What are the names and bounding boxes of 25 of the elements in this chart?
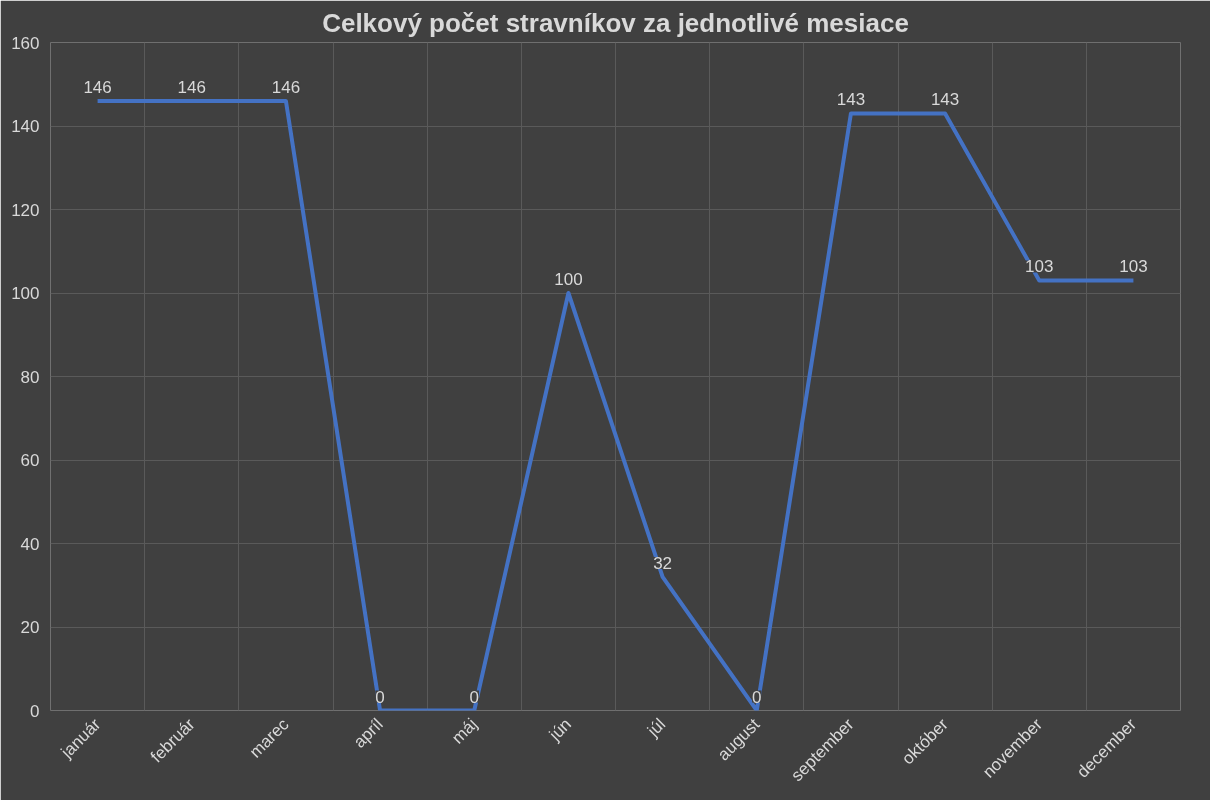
y-tick-label: 120 <box>11 200 40 220</box>
data-label: 146 <box>177 77 206 97</box>
y-tick-label: 140 <box>11 117 40 136</box>
y-tick-label: 20 <box>20 618 40 637</box>
data-label: 143 <box>836 90 866 110</box>
chart-title: Celkový počet stravníkov za jednotlivé mesiace <box>322 7 909 38</box>
x-tick-label: jún <box>544 714 576 745</box>
y-tick-label: 80 <box>20 367 40 387</box>
x-tick-label: júl <box>643 714 670 741</box>
y-tick-label: 60 <box>20 451 40 470</box>
data-label: 103 <box>1025 257 1054 277</box>
data-label: 0 <box>375 687 385 707</box>
x-tick-label: máj <box>448 714 481 748</box>
data-label: 100 <box>554 270 583 289</box>
y-tick-label: 160 <box>11 33 40 53</box>
data-label: 103 <box>1119 257 1148 277</box>
data-label: 143 <box>930 90 960 110</box>
data-label: 146 <box>83 77 112 97</box>
y-tick-label: 0 <box>30 701 40 721</box>
data-label: 0 <box>752 687 762 707</box>
data-label: 32 <box>653 553 673 573</box>
y-tick-label: 40 <box>20 534 40 554</box>
data-label: 0 <box>469 687 479 707</box>
data-label: 146 <box>271 77 301 97</box>
y-tick-label: 100 <box>11 284 40 303</box>
